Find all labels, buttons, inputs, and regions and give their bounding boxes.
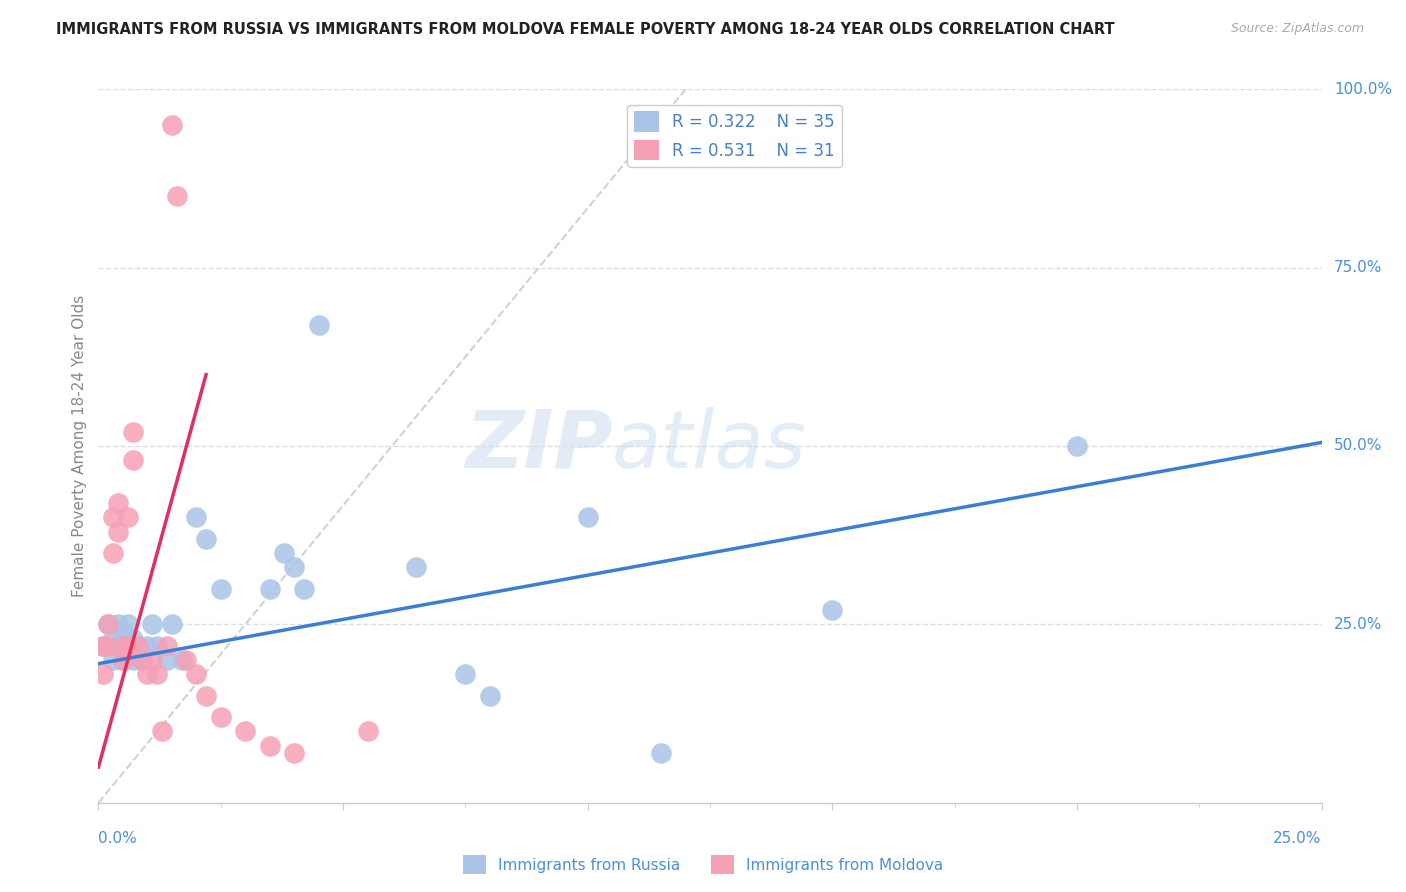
Point [91, 639, 114, 653]
Point [121, 653, 143, 667]
Point [121, 632, 143, 646]
Y-axis label: Female Poverty Among 18-24 Year Olds: Female Poverty Among 18-24 Year Olds [72, 295, 87, 597]
Point [576, 510, 599, 524]
Point [121, 425, 143, 439]
Point [650, 746, 672, 760]
Point [97, 639, 120, 653]
Point [131, 653, 153, 667]
Point [454, 667, 477, 681]
Point [156, 653, 179, 667]
Point [146, 639, 169, 653]
Point [107, 524, 129, 539]
Point [111, 624, 134, 639]
Text: 75.0%: 75.0% [1334, 260, 1382, 275]
Point [131, 653, 153, 667]
Point [233, 724, 256, 739]
Point [195, 689, 218, 703]
Text: 50.0%: 50.0% [1334, 439, 1382, 453]
Point [478, 689, 501, 703]
Point [141, 653, 163, 667]
Point [117, 617, 139, 632]
Point [127, 639, 149, 653]
Point [117, 639, 139, 653]
Text: Source: ZipAtlas.com: Source: ZipAtlas.com [1230, 22, 1364, 36]
Legend: R = 0.322    N = 35, R = 0.531    N = 31: R = 0.322 N = 35, R = 0.531 N = 31 [627, 104, 842, 167]
Point [186, 510, 208, 524]
Point [111, 639, 134, 653]
Point [1066, 439, 1088, 453]
Point [259, 739, 281, 753]
Text: IMMIGRANTS FROM RUSSIA VS IMMIGRANTS FROM MOLDOVA FEMALE POVERTY AMONG 18-24 YEA: IMMIGRANTS FROM RUSSIA VS IMMIGRANTS FRO… [56, 22, 1115, 37]
Point [821, 603, 844, 617]
Point [121, 453, 143, 467]
Point [117, 510, 139, 524]
Point [107, 496, 129, 510]
Point [111, 653, 134, 667]
Point [107, 639, 129, 653]
Point [141, 617, 163, 632]
Point [259, 582, 281, 596]
Text: 25.0%: 25.0% [1274, 831, 1322, 847]
Point [101, 546, 124, 560]
Point [97, 617, 120, 632]
Text: 0.0%: 0.0% [98, 831, 138, 847]
Point [91, 639, 114, 653]
Point [356, 724, 378, 739]
Point [405, 560, 427, 574]
Point [195, 532, 218, 546]
Point [308, 318, 330, 332]
Point [166, 189, 188, 203]
Point [117, 639, 139, 653]
Point [283, 560, 305, 574]
Point [273, 546, 295, 560]
Point [283, 746, 305, 760]
Point [209, 582, 232, 596]
Text: ZIP: ZIP [465, 407, 612, 485]
Point [170, 653, 193, 667]
Point [136, 639, 159, 653]
Point [156, 639, 179, 653]
Text: 25.0%: 25.0% [1334, 617, 1382, 632]
Text: 100.0%: 100.0% [1334, 82, 1392, 96]
Point [127, 639, 149, 653]
Point [111, 653, 134, 667]
Point [101, 653, 124, 667]
Point [97, 617, 120, 632]
Point [292, 582, 315, 596]
Text: atlas: atlas [612, 407, 807, 485]
Point [136, 667, 159, 681]
Point [160, 118, 183, 132]
Legend: Immigrants from Russia, Immigrants from Moldova: Immigrants from Russia, Immigrants from … [457, 849, 949, 880]
Point [209, 710, 232, 724]
Point [146, 667, 169, 681]
Point [160, 617, 183, 632]
Point [91, 667, 114, 681]
Point [176, 653, 198, 667]
Point [107, 617, 129, 632]
Point [101, 510, 124, 524]
Point [186, 667, 208, 681]
Point [101, 632, 124, 646]
Point [150, 724, 173, 739]
